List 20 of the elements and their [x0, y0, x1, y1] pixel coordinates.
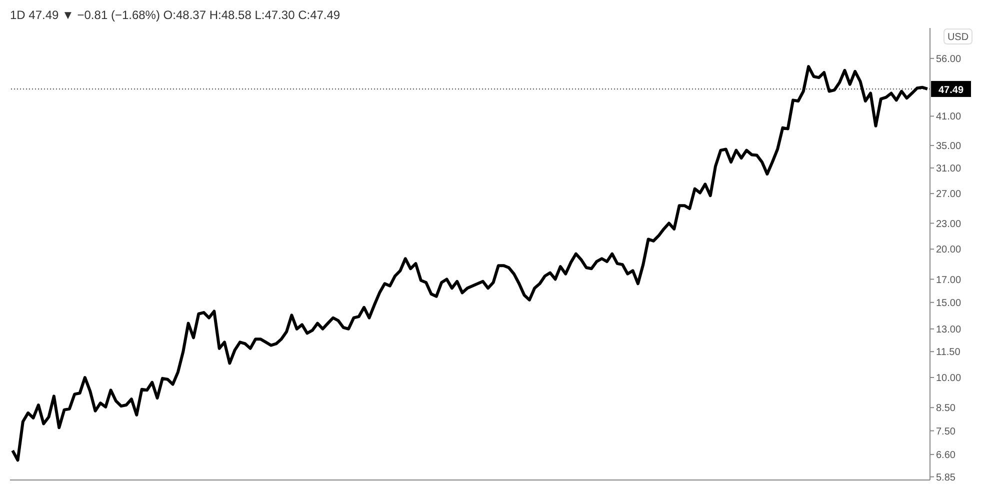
y-tick-label: 13.00: [936, 324, 962, 336]
y-tick-label: 20.00: [936, 244, 962, 256]
y-tick-label: 31.00: [936, 164, 962, 175]
y-tick-label: 5.85: [936, 472, 956, 484]
y-tick-label: 35.00: [936, 141, 962, 152]
y-tick-label: 7.50: [936, 426, 956, 438]
y-tick-label: 8.50: [936, 403, 956, 414]
line-series: [11, 65, 929, 462]
y-axis-title: USD: [947, 32, 969, 43]
chart-title: 1D 47.49 ▼ −0.81 (−1.68%) O:48.37 H:48.58 L:47.30 C:47.49: [10, 8, 340, 22]
y-tick-label: 41.00: [936, 112, 962, 123]
y-tick-label: 23.00: [936, 218, 962, 230]
y-tick-label: 56.00: [936, 54, 962, 65]
y-tick-label: 6.60: [936, 450, 956, 462]
y-tick-label: 27.00: [936, 189, 962, 200]
y-tick-label: 11.50: [936, 347, 961, 358]
ref-line-label: 47.49: [938, 84, 964, 96]
y-tick-label: 17.00: [936, 274, 962, 286]
y-tick-label: 15.00: [936, 298, 962, 309]
y-tick-label: 10.00: [936, 373, 962, 384]
